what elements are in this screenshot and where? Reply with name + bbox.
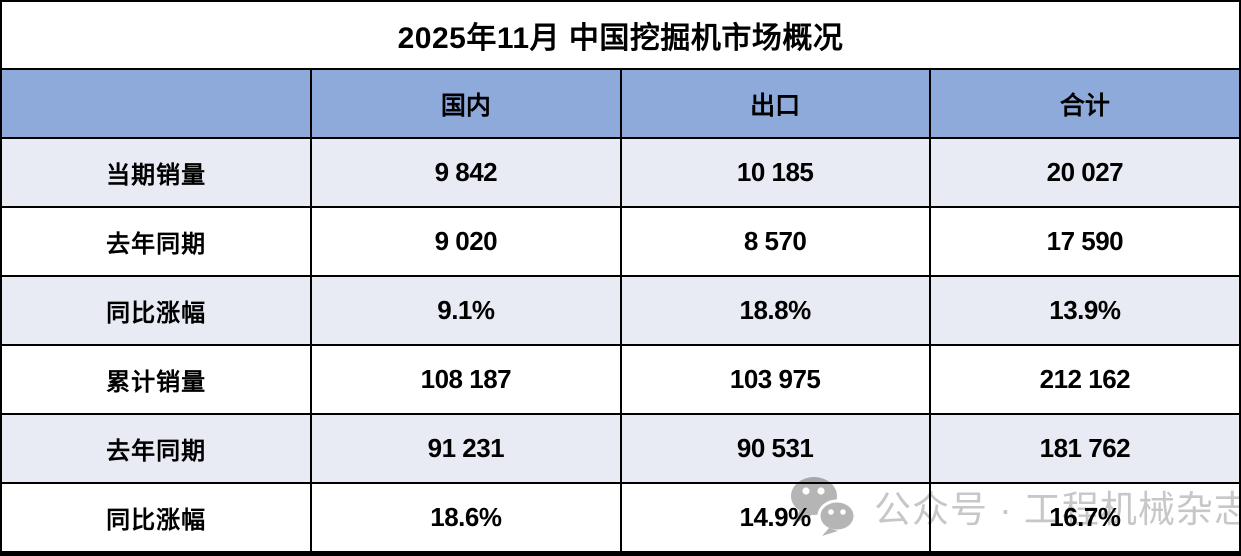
cell-total: 13.9% — [928, 275, 1239, 346]
table-row-cumulative-yoy-growth: 同比涨幅 18.6% 14.9% 16.7% — [2, 482, 1239, 551]
row-label: 同比涨幅 — [2, 482, 313, 551]
cell-domestic: 9 020 — [310, 206, 622, 277]
row-label: 去年同期 — [2, 206, 313, 277]
cell-domestic: 91 231 — [310, 413, 622, 484]
cell-domestic: 9 842 — [310, 137, 622, 208]
cell-domestic: 9.1% — [310, 275, 622, 346]
row-label: 累计销量 — [2, 344, 313, 415]
table-row-last-year-cumulative: 去年同期 91 231 90 531 181 762 — [2, 413, 1239, 484]
column-header-total: 合计 — [928, 70, 1239, 139]
table-row-cumulative-sales: 累计销量 108 187 103 975 212 162 — [2, 344, 1239, 415]
column-header-blank — [2, 70, 313, 139]
cell-domestic: 108 187 — [310, 344, 622, 415]
cell-export: 90 531 — [619, 413, 931, 484]
table-row-current-sales: 当期销量 9 842 10 185 20 027 — [2, 137, 1239, 208]
row-label: 当期销量 — [2, 137, 313, 208]
cell-total: 17 590 — [928, 206, 1239, 277]
column-header-export: 出口 — [619, 70, 931, 139]
cell-total: 20 027 — [928, 137, 1239, 208]
cell-total: 181 762 — [928, 413, 1239, 484]
table-row-last-year-same-period: 去年同期 9 020 8 570 17 590 — [2, 206, 1239, 277]
cell-total: 212 162 — [928, 344, 1239, 415]
header-row: 国内 出口 合计 — [2, 70, 1239, 139]
cell-export: 18.8% — [619, 275, 931, 346]
table-title: 2025年11月 中国挖掘机市场概况 — [2, 2, 1239, 70]
cell-total: 16.7% — [928, 482, 1239, 551]
column-header-domestic: 国内 — [310, 70, 622, 139]
market-data-table: 国内 出口 合计 当期销量 9 842 10 185 20 027 去年同期 9… — [2, 70, 1239, 551]
cell-export: 10 185 — [619, 137, 931, 208]
row-label: 同比涨幅 — [2, 275, 313, 346]
table-body: 当期销量 9 842 10 185 20 027 去年同期 9 020 8 57… — [2, 137, 1239, 551]
row-label: 去年同期 — [2, 413, 313, 484]
cell-export: 14.9% — [619, 482, 931, 551]
cell-export: 8 570 — [619, 206, 931, 277]
table-header: 国内 出口 合计 — [2, 70, 1239, 139]
table-row-yoy-growth: 同比涨幅 9.1% 18.8% 13.9% — [2, 275, 1239, 346]
cell-domestic: 18.6% — [310, 482, 622, 551]
cell-export: 103 975 — [619, 344, 931, 415]
